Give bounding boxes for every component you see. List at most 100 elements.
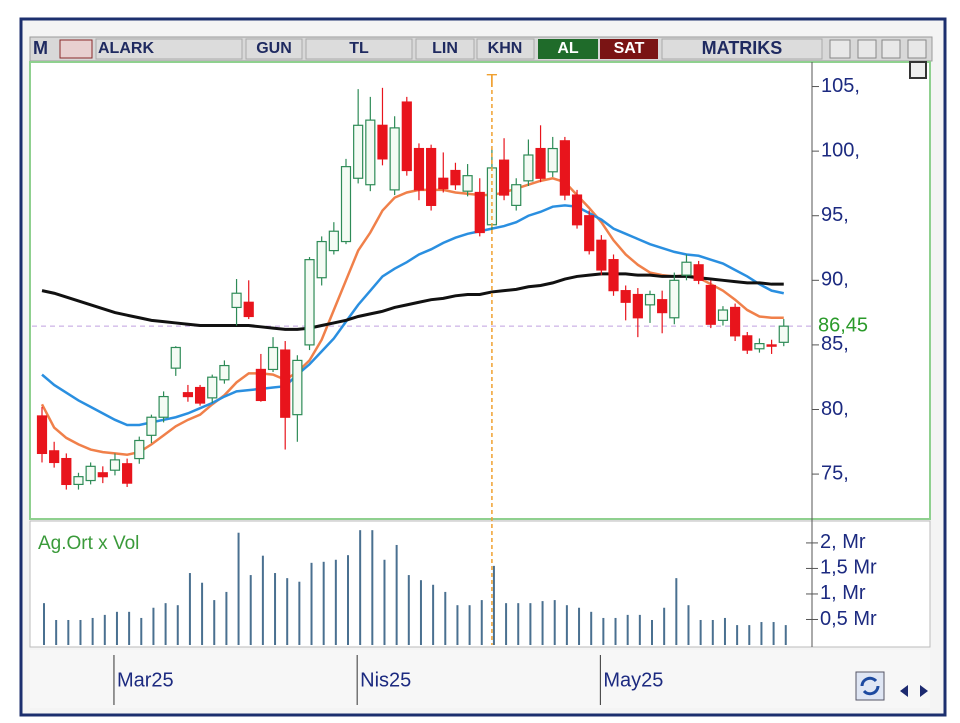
volume-bar bbox=[419, 580, 422, 645]
candle-body bbox=[182, 392, 194, 398]
candle-body bbox=[219, 364, 230, 381]
candle-body bbox=[85, 465, 96, 482]
scale: LIN bbox=[432, 40, 458, 57]
volume-bar bbox=[188, 573, 191, 645]
date-axis bbox=[30, 650, 930, 708]
y-tick-label: 80, bbox=[821, 398, 849, 420]
style: KHN bbox=[488, 40, 523, 57]
volume-bar bbox=[164, 603, 167, 645]
volume-bar bbox=[383, 559, 386, 645]
symbol-icon[interactable] bbox=[59, 39, 93, 59]
buy-button[interactable] bbox=[538, 39, 598, 59]
candle-body bbox=[267, 346, 279, 371]
price-panel bbox=[29, 61, 931, 520]
volume-bar bbox=[103, 614, 106, 645]
volume-bar bbox=[176, 605, 179, 645]
candle-body bbox=[158, 395, 169, 418]
buy: AL bbox=[557, 40, 579, 57]
volume-bar bbox=[675, 578, 678, 645]
candle-body bbox=[571, 194, 583, 226]
volume-bar bbox=[432, 584, 435, 645]
volume-bar bbox=[480, 600, 483, 645]
volume-bar bbox=[225, 591, 228, 645]
candle-body bbox=[304, 259, 315, 346]
candle-body bbox=[766, 344, 777, 347]
refresh-button[interactable] bbox=[855, 671, 885, 701]
candle-body bbox=[450, 169, 461, 186]
y-tick-label: 1, Mr bbox=[820, 582, 866, 604]
volume-bar bbox=[723, 617, 726, 645]
style-button[interactable] bbox=[476, 38, 535, 60]
volume-bar bbox=[334, 559, 337, 645]
volume-panel bbox=[29, 520, 931, 648]
candle-body bbox=[596, 239, 607, 271]
volume-bar bbox=[237, 532, 240, 645]
symbol: ALARK bbox=[98, 40, 154, 57]
scale-button[interactable] bbox=[415, 38, 475, 60]
volume-bar bbox=[274, 573, 277, 645]
candle-body bbox=[523, 154, 534, 182]
volume-bar bbox=[359, 530, 362, 645]
candle-body bbox=[292, 359, 303, 416]
candle-body bbox=[681, 261, 692, 276]
candle-body bbox=[693, 264, 704, 281]
volume-bar bbox=[699, 619, 702, 645]
brand: MATRIKS bbox=[702, 38, 783, 58]
volume-bar bbox=[651, 619, 653, 645]
close-button[interactable] bbox=[907, 39, 927, 59]
candle-body bbox=[231, 292, 242, 309]
volume-bar bbox=[201, 582, 204, 645]
volume-title: Ag.Ort x Vol bbox=[38, 533, 139, 554]
currency-button[interactable] bbox=[305, 38, 413, 60]
candle-body bbox=[49, 450, 60, 464]
candle-body bbox=[61, 457, 72, 486]
candle-body bbox=[401, 101, 412, 172]
volume-bar bbox=[565, 605, 568, 645]
volume-bar bbox=[407, 575, 410, 645]
symbol-box[interactable] bbox=[95, 38, 243, 60]
volume-bar bbox=[444, 591, 447, 645]
volume-bar bbox=[456, 605, 459, 645]
sell: SAT bbox=[614, 40, 645, 57]
volume-bar bbox=[468, 605, 471, 645]
candle-body bbox=[632, 293, 643, 319]
candle-body bbox=[316, 240, 327, 279]
volume-bar bbox=[492, 565, 495, 645]
candle-body bbox=[353, 124, 364, 179]
volume-bar bbox=[261, 555, 264, 645]
volume-bar bbox=[286, 578, 289, 645]
volume-bar bbox=[371, 530, 374, 645]
candle-body bbox=[584, 215, 595, 252]
volume-bar bbox=[347, 555, 349, 645]
volume-bar bbox=[115, 611, 118, 645]
y-tick-label: 90, bbox=[821, 269, 849, 291]
volume-bar bbox=[614, 617, 617, 645]
y-tick-label: 85, bbox=[821, 333, 849, 355]
volume-bar bbox=[505, 603, 508, 645]
cursor-label: T bbox=[486, 71, 497, 91]
candle-body bbox=[705, 284, 716, 325]
minimize-button[interactable] bbox=[857, 39, 877, 59]
candle-body bbox=[778, 325, 789, 343]
candle-body bbox=[377, 124, 388, 160]
volume-bar bbox=[663, 607, 666, 645]
menu-button[interactable] bbox=[829, 39, 851, 59]
volume-bar bbox=[711, 619, 714, 645]
candle-body bbox=[644, 293, 656, 306]
candle-body bbox=[511, 184, 522, 206]
period-button[interactable] bbox=[245, 38, 303, 60]
volume-bar bbox=[578, 607, 581, 645]
volume-bar bbox=[128, 611, 131, 645]
period: GUN bbox=[256, 40, 292, 57]
last-price-label: 86,45 bbox=[818, 314, 868, 336]
candle-body bbox=[742, 335, 753, 351]
panel-button[interactable] bbox=[909, 61, 927, 79]
candle-body bbox=[413, 147, 425, 191]
candle-body bbox=[754, 343, 765, 350]
volume-bar bbox=[590, 611, 593, 645]
candle-body bbox=[474, 191, 485, 234]
sell-button[interactable] bbox=[600, 39, 658, 59]
maximize-button[interactable] bbox=[881, 39, 901, 59]
scroll-arrows[interactable] bbox=[900, 685, 928, 697]
